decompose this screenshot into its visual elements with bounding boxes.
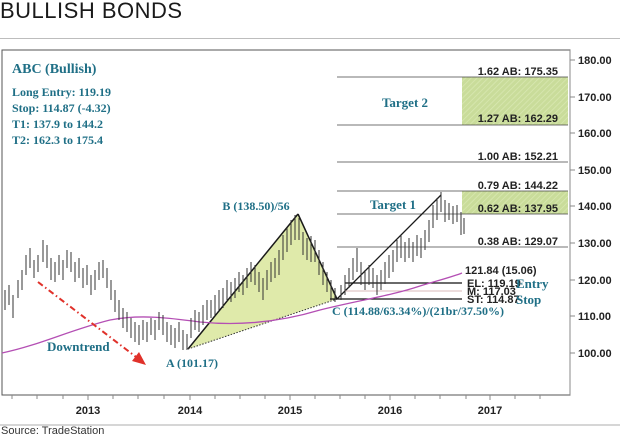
info-stop: Stop: 114.87 (-4.32) [12, 101, 111, 115]
downtrend-label: Downtrend [47, 339, 110, 354]
ma-label: 121.84 (15.06) [465, 265, 537, 277]
stop-label: Stop [516, 292, 541, 307]
info-heading: ABC (Bullish) [12, 62, 97, 77]
level-label: 1.27 AB: 162.29 [478, 113, 558, 125]
level-label: 1.00 AB: 152.21 [478, 151, 558, 163]
downtrend-arrow [37, 281, 141, 361]
y-tick: 150.00 [578, 165, 612, 177]
target1-zone [462, 191, 568, 214]
target2-zone [462, 77, 568, 125]
point-b-label: B (138.50)/56 [222, 199, 289, 213]
y-tick: 120.00 [578, 275, 612, 287]
y-tick: 100.00 [578, 348, 612, 360]
x-tick: 2016 [378, 405, 402, 417]
info-long-entry: Long Entry: 119.19 [12, 85, 112, 99]
m-label: M: 117.03 [467, 286, 516, 298]
chart-title: BULLISH BONDS [0, 0, 183, 23]
point-a-label: A (101.17) [166, 356, 218, 370]
trade-info-box: ABC (Bullish) Long Entry: 119.19 Stop: 1… [12, 62, 111, 148]
level-label: 1.62 AB: 175.35 [478, 66, 558, 78]
target1-label: Target 1 [370, 197, 416, 212]
x-tick: 2017 [478, 405, 502, 417]
y-tick: 170.00 [578, 92, 612, 104]
y-tick: 130.00 [578, 238, 612, 250]
y-tick: 180.00 [578, 55, 612, 67]
point-c-label: C (114.88/63.34%)/(21br/37.50%) [332, 304, 504, 318]
fib-lines [337, 76, 568, 248]
y-tick: 160.00 [578, 128, 612, 140]
bottom-divider [0, 424, 620, 426]
st-label: ST: 114.87 [467, 294, 520, 306]
level-label: 0.79 AB: 144.22 [478, 180, 558, 192]
x-axis: 2013 2014 2015 2016 2017 [11, 395, 541, 417]
arrow-head-icon [132, 352, 146, 365]
y-tick: 110.00 [578, 311, 611, 323]
info-t1: T1: 137.9 to 144.2 [12, 117, 103, 131]
target2-label: Target 2 [382, 95, 428, 110]
level-label: 0.62 AB: 137.95 [478, 203, 558, 215]
entry-label: Entry [516, 276, 549, 291]
info-t2: T2: 162.3 to 175.4 [12, 133, 103, 147]
source-note: Source: TradeStation [1, 425, 105, 437]
y-axis: 180.00 170.00 160.00 150.00 140.00 130.0… [569, 50, 612, 395]
level-label: 0.38 AB: 129.07 [478, 236, 558, 248]
el-label: EL: 119.19 [467, 278, 521, 290]
price-bars [4, 192, 465, 350]
top-divider [0, 38, 620, 39]
x-tick: 2014 [178, 405, 203, 417]
x-tick: 2013 [76, 405, 100, 417]
x-tick: 2015 [278, 405, 302, 417]
y-tick: 140.00 [578, 201, 612, 213]
